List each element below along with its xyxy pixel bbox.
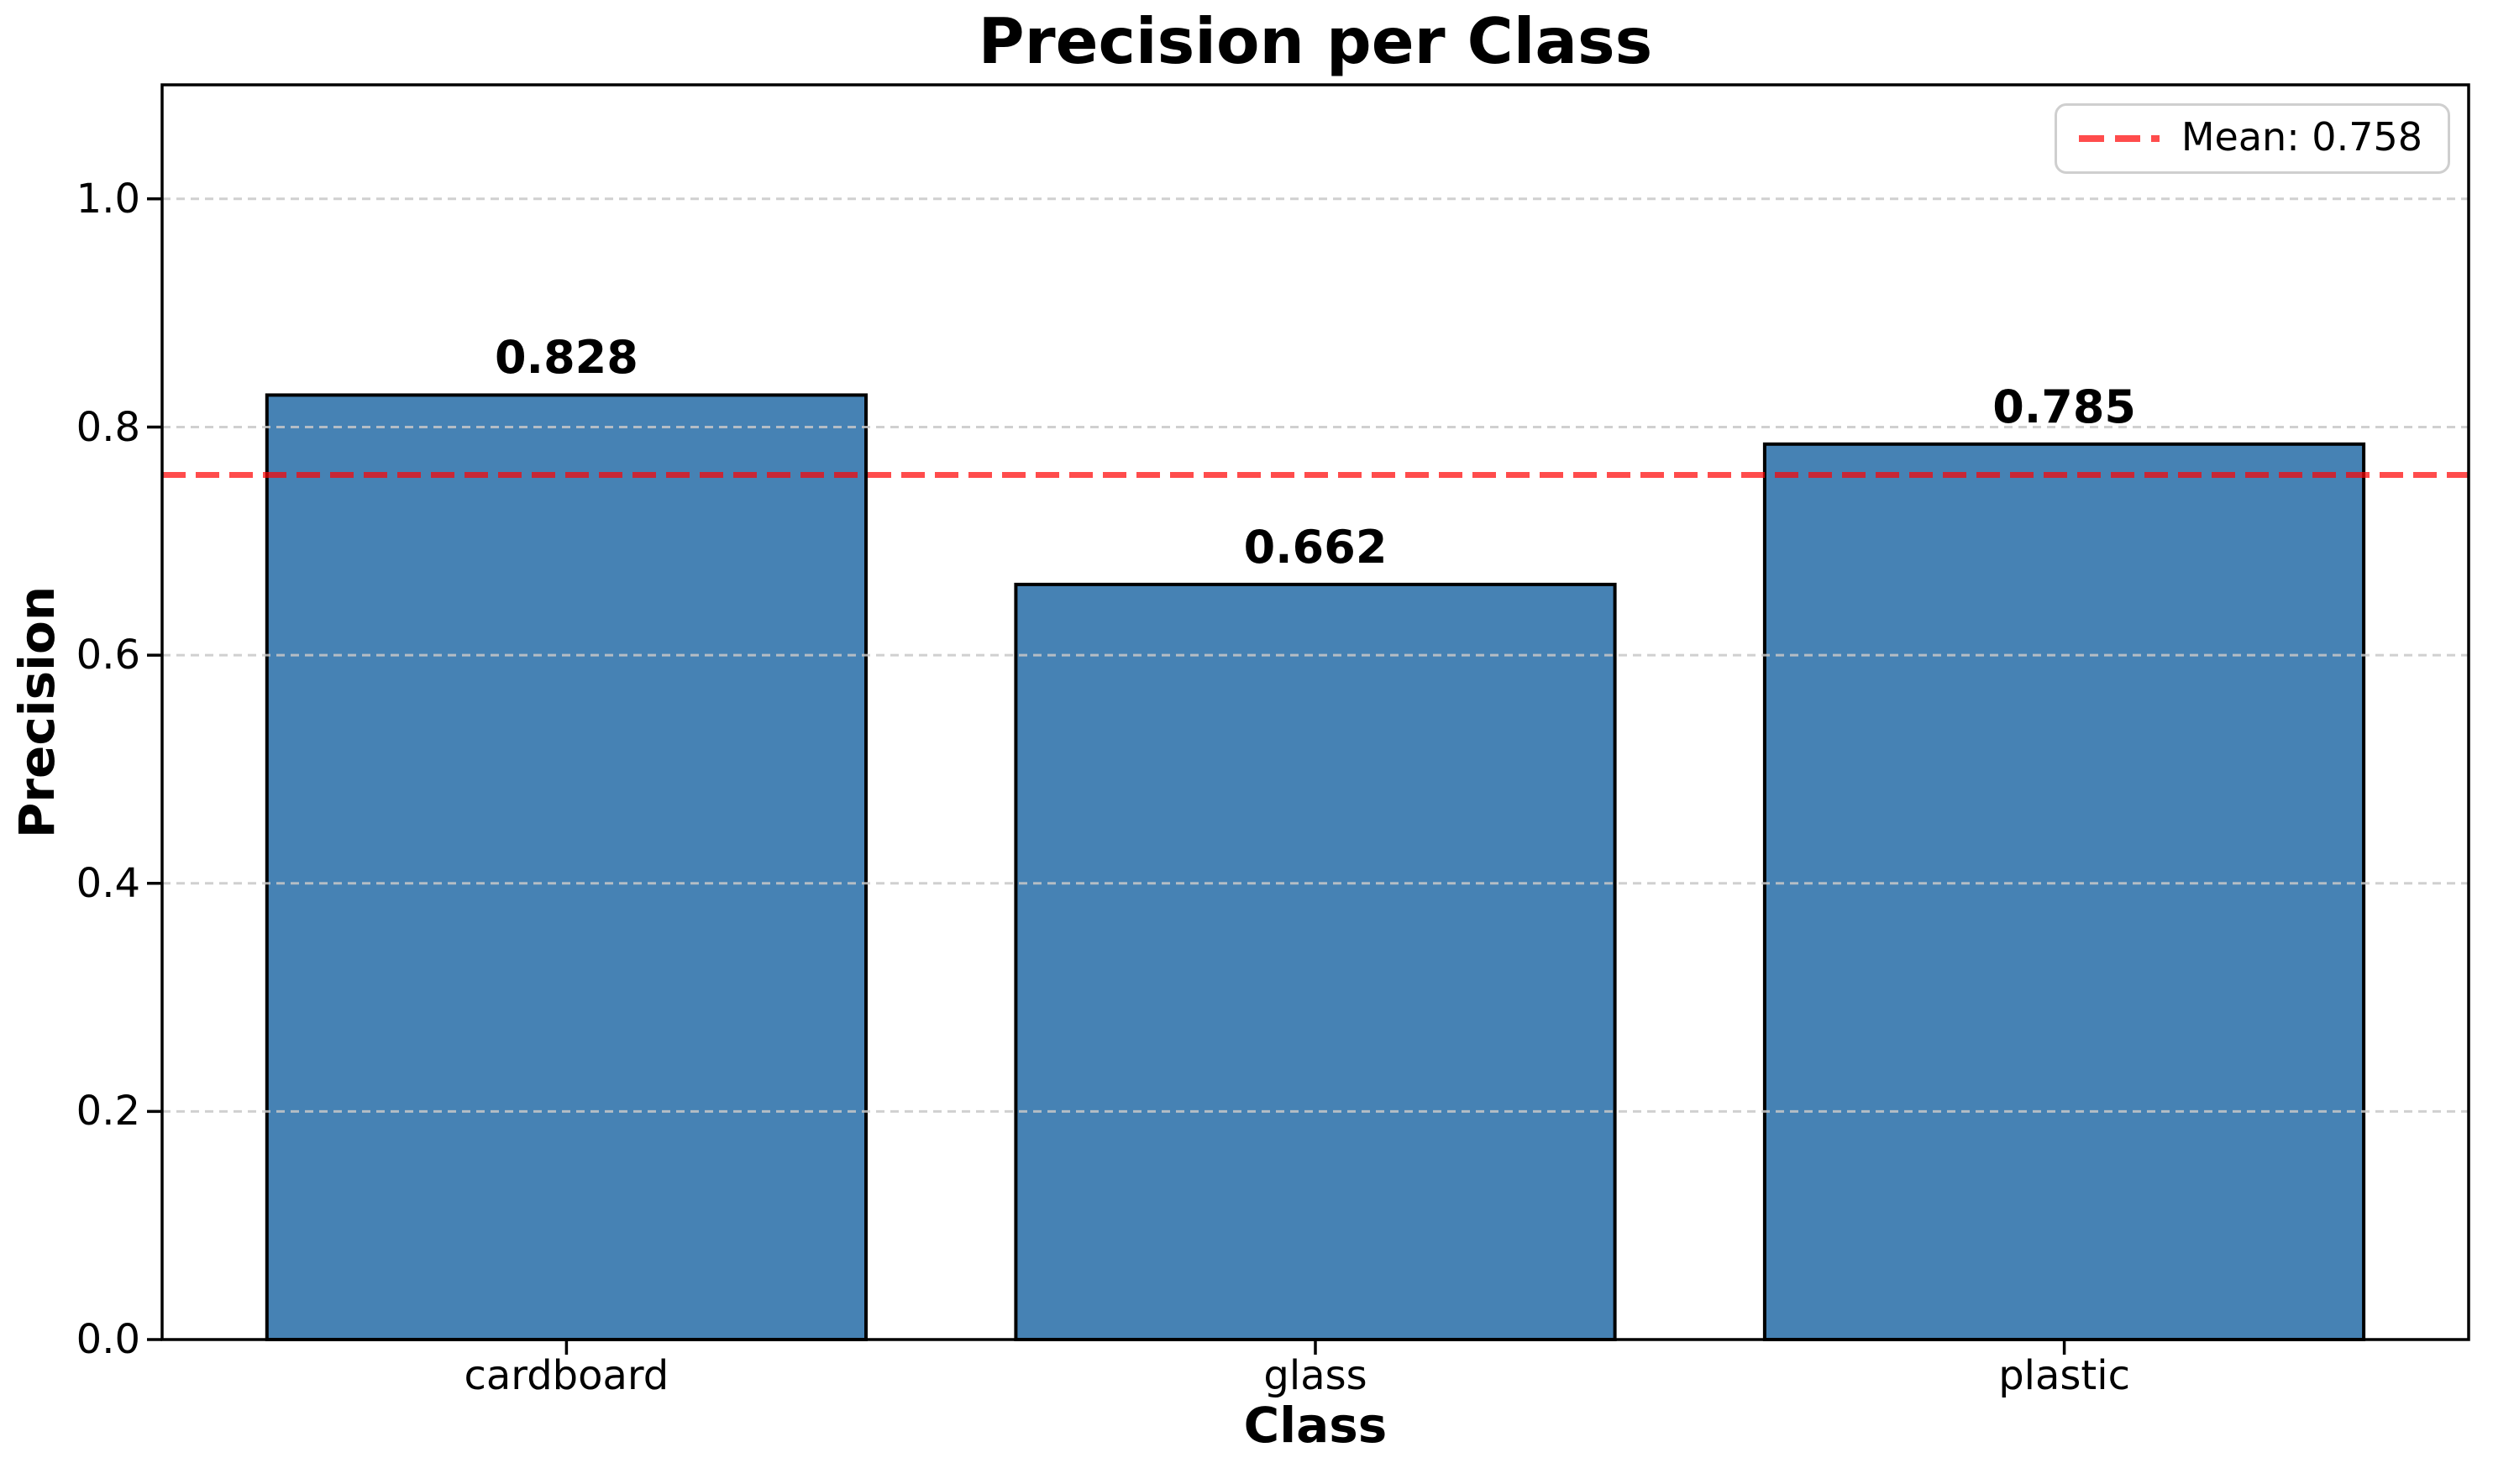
y-tick-label-0.2: 0.2 [76, 1088, 140, 1135]
bar-value-label-cardboard: 0.828 [494, 331, 638, 385]
x-tick-label-plastic: plastic [1998, 1352, 2130, 1399]
y-tick-label-1.0: 1.0 [76, 175, 140, 223]
y-tick-label-0.4: 0.4 [76, 859, 140, 907]
y-axis-label: Precision [8, 585, 66, 839]
mean-line-legend-sample-icon [2078, 135, 2160, 142]
legend: Mean: 0.758 [2054, 103, 2450, 174]
y-tick-label-0.0: 0.0 [76, 1316, 140, 1363]
bar-value-label-plastic: 0.785 [1992, 380, 2136, 433]
bar-value-label-glass: 0.662 [1243, 520, 1388, 574]
bar-plastic [1762, 442, 2366, 1341]
legend-label: Mean: 0.758 [2181, 114, 2422, 160]
y-tick-label-0.8: 0.8 [76, 403, 140, 451]
y-tick-label-0.6: 0.6 [76, 632, 140, 679]
bar-glass [1014, 582, 1617, 1341]
x-axis-label: Class [1243, 1397, 1388, 1454]
chart-title: Precision per Class [978, 4, 1653, 78]
x-tick-label-cardboard: cardboard [464, 1352, 669, 1399]
x-tick-label-glass: glass [1263, 1352, 1367, 1399]
bar-cardboard [265, 393, 868, 1341]
